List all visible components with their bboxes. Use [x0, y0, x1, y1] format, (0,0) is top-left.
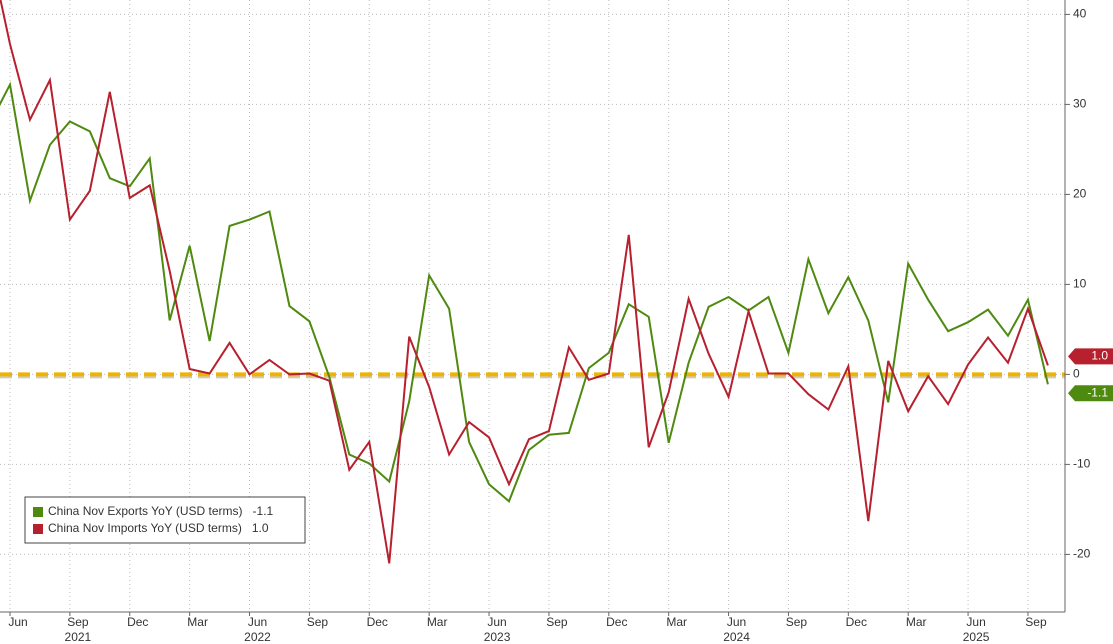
x-tick-label: Mar: [906, 615, 927, 629]
x-tick-label: Jun: [487, 615, 506, 629]
x-tick-label: Jun: [8, 615, 27, 629]
x-tick-label: Sep: [307, 615, 329, 629]
legend-swatch: [33, 507, 43, 517]
legend-label: China Nov Exports YoY (USD terms): [48, 504, 243, 518]
x-tick-label: Dec: [367, 615, 388, 629]
x-tick-label: Mar: [187, 615, 208, 629]
series-line: [0, 0, 1049, 564]
value-tag-label: -1.1: [1087, 385, 1108, 399]
x-tick-label: Mar: [666, 615, 687, 629]
x-tick-label: Mar: [427, 615, 448, 629]
value-tag: [1068, 348, 1113, 365]
year-label: 2022: [244, 630, 271, 644]
legend-box: [24, 496, 306, 544]
y-tick-label: 40: [1073, 7, 1087, 21]
plot-area: [0, 0, 1065, 564]
legend-label: China Nov Imports YoY (USD terms): [48, 521, 242, 535]
x-tick-label: Jun: [248, 615, 267, 629]
x-tick-label: Jun: [727, 615, 746, 629]
legend-value: -1.1: [253, 504, 274, 518]
y-tick-label: 10: [1073, 277, 1087, 291]
x-tick-label: Sep: [67, 615, 89, 629]
legend-swatch: [33, 524, 43, 534]
year-label: 2021: [65, 630, 92, 644]
year-label: 2023: [484, 630, 511, 644]
year-label: 2024: [723, 630, 750, 644]
year-label: 2025: [963, 630, 990, 644]
x-tick-label: Dec: [127, 615, 148, 629]
y-tick-label: -10: [1073, 457, 1091, 471]
y-tick-label: 30: [1073, 97, 1087, 111]
x-tick-label: Dec: [846, 615, 867, 629]
series-line: [0, 81, 1049, 503]
x-tick-label: Sep: [546, 615, 568, 629]
value-tag: [1068, 385, 1113, 402]
legend: China Nov Exports YoY (USD terms) -1.1 Chi…: [24, 496, 306, 544]
x-tick-label: Dec: [606, 615, 627, 629]
y-tick-label: 0: [1073, 367, 1080, 381]
legend-value: 1.0: [252, 521, 269, 535]
value-tag-label: 1.0: [1091, 349, 1108, 363]
x-tick-label: Sep: [786, 615, 808, 629]
x-tick-label: Jun: [966, 615, 985, 629]
x-tick-label: Sep: [1025, 615, 1047, 629]
y-tick-label: -20: [1073, 547, 1091, 561]
y-tick-label: 20: [1073, 187, 1087, 201]
